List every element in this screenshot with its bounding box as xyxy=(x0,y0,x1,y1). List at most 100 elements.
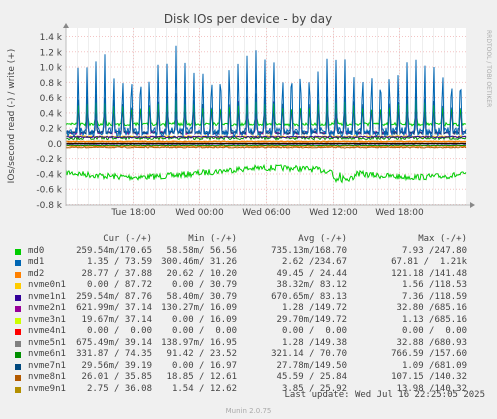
legend-cur-value: 2.75 / 36.08 xyxy=(86,383,152,394)
legend-swatch xyxy=(15,248,21,255)
legend-min-value: 18.85 / 12.61 xyxy=(166,372,237,382)
legend-swatch xyxy=(15,306,21,312)
legend-series-name: md2 xyxy=(28,268,45,279)
legend-max-value: 7.93 /247.80 xyxy=(401,245,467,256)
y-tick-label: 0.0 xyxy=(48,140,63,150)
legend-swatch xyxy=(15,329,21,335)
legend-avg-value: 321.14 / 70.70 xyxy=(271,349,347,359)
legend-swatch xyxy=(15,294,21,301)
x-tick-label: Wed 12:00 xyxy=(309,208,358,218)
legend-series-name: md1 xyxy=(28,257,45,267)
legend-min-value: 1.54 / 12.62 xyxy=(171,383,237,394)
legend-series-name: nvme0n1 xyxy=(28,280,66,290)
legend-row: md2 28.77 / 37.88 20.62 / 10.20 49.45 / 24.… xyxy=(0,269,497,281)
legend-series-name: nvme1n1 xyxy=(28,291,66,302)
legend-min-value: 58.40m/ 30.79 xyxy=(166,291,237,302)
legend-max-value: 13.98 /140.32 xyxy=(396,383,467,394)
legend-row: nvme9n1 2.75 / 36.08 1.54 / 12.62 3.85 / 25… xyxy=(0,384,497,396)
legend-cur-value: 1.35 / 73.59 xyxy=(86,257,152,267)
legend-series-name: nvme6n1 xyxy=(28,349,66,359)
legend-row: nvme6n1 331.87 / 74.35 91.42 / 23.52 321.14… xyxy=(0,349,497,361)
legend-row: nvme1n1 259.54m/ 87.76 58.40m/ 30.79 670.65… xyxy=(0,292,497,304)
y-tick-label: 0.6 k xyxy=(40,94,63,104)
legend-swatch xyxy=(15,271,21,278)
legend-avg-value: 735.13m/168.70 xyxy=(271,245,347,256)
series-line-nvme1n1 xyxy=(65,135,467,139)
axes xyxy=(63,23,475,208)
legend-header: Cur (-/+) Min (-/+) Avg (-/+) Max (-/+) xyxy=(0,234,497,246)
legend-header-cur: Cur (-/+) xyxy=(103,234,152,244)
legend-cur-value: 331.87 / 74.35 xyxy=(76,349,152,359)
y-axis-arrow xyxy=(63,23,69,28)
x-tick-label: Wed 06:00 xyxy=(242,208,291,218)
legend-max-value: 0.00 / 0.00 xyxy=(401,326,467,336)
series-line-md0-read xyxy=(65,163,467,184)
legend-avg-value: 27.78m/149.50 xyxy=(276,360,347,371)
legend-row: nvme0n1 0.00 / 87.72 0.00 / 30.79 38.32m/ 8… xyxy=(0,280,497,292)
legend-avg-value: 2.62 /234.67 xyxy=(281,257,347,267)
y-tick-label: 0.8 k xyxy=(40,79,63,89)
y-tick-label: 0.4 k xyxy=(40,109,63,119)
y-tick-label: -0.4 k xyxy=(36,170,62,180)
legend-max-value: 32.88 /680.93 xyxy=(396,337,467,348)
y-tick-label: -0.2 k xyxy=(36,155,62,165)
legend-avg-value: 45.59 / 25.84 xyxy=(276,372,347,382)
y-axis-label: IOs/second read (-) / write (+) xyxy=(7,49,17,184)
legend-row: nvme8n1 26.01 / 35.85 18.85 / 12.61 45.59 /… xyxy=(0,372,497,384)
legend-swatch xyxy=(15,375,21,381)
legend-cur-value: 26.01 / 35.85 xyxy=(81,372,152,382)
y-tick-label: 1.2 k xyxy=(40,48,63,58)
legend-header-min: Min (-/+) xyxy=(188,234,237,244)
legend-avg-value: 1.28 /149.72 xyxy=(281,303,347,313)
x-ticks: Tue 18:00 Wed 00:00 Wed 06:00 Wed 12:00 Wed … xyxy=(110,208,424,218)
legend-header-avg: Avg (-/+) xyxy=(298,234,347,244)
x-tick-label: Wed 00:00 xyxy=(175,208,224,218)
series-line-nvme6n1-read xyxy=(65,144,467,147)
legend-swatch xyxy=(15,386,21,393)
legend-max-value: 7.36 /118.59 xyxy=(401,291,467,302)
legend-max-value: 32.80 /685.16 xyxy=(396,303,467,313)
series-line-nvme8n1-read xyxy=(65,146,467,149)
legend-avg-value: 670.65m/ 83.13 xyxy=(271,291,347,302)
legend-series-name: nvme3n1 xyxy=(28,314,66,325)
legend-swatch xyxy=(15,283,21,289)
legend-min-value: 0.00 / 16.97 xyxy=(171,360,237,371)
legend-rows: md0 259.54m/170.65 58.58m/ 56.56 735.13m/16… xyxy=(0,246,497,396)
x-axis-arrow xyxy=(470,202,475,208)
legend-series-name: nvme2n1 xyxy=(28,303,66,313)
legend-cur-value: 0.00 / 87.72 xyxy=(86,280,152,290)
rrdtool-watermark: RRDTOOL / TOBI OETIKER xyxy=(485,30,492,107)
legend-max-value: 1.56 /118.53 xyxy=(401,280,467,290)
legend-max-value: 766.59 /157.60 xyxy=(391,349,467,359)
legend-min-value: 20.62 / 10.20 xyxy=(166,268,237,279)
legend-swatch xyxy=(15,260,21,266)
legend-avg-value: 38.32m/ 83.12 xyxy=(276,280,347,290)
munin-version: Munin 2.0.75 xyxy=(225,407,272,415)
legend-series-name: nvme8n1 xyxy=(28,372,66,382)
legend-row: nvme2n1 621.99m/ 37.14 130.27m/ 16.09 1.28 … xyxy=(0,303,497,315)
legend-min-value: 130.27m/ 16.09 xyxy=(161,303,237,313)
legend-series-name: nvme5n1 xyxy=(28,337,66,348)
y-tick-label: 0.2 k xyxy=(40,125,63,135)
legend-row: nvme3n1 19.67m/ 37.14 0.00 / 16.09 29.70m/1… xyxy=(0,315,497,327)
y-tick-label: -0.6 k xyxy=(36,186,62,196)
legend-max-value: 121.18 /141.48 xyxy=(391,268,467,279)
legend-max-value: 67.81 / 1.21k xyxy=(391,257,467,267)
legend: Cur (-/+) Min (-/+) Avg (-/+) Max (-/+) … xyxy=(0,234,497,395)
legend-series-name: nvme9n1 xyxy=(28,383,66,394)
legend-row: nvme5n1 675.49m/ 39.14 138.97m/ 16.95 1.28 … xyxy=(0,338,497,350)
x-tick-label: Tue 18:00 xyxy=(110,208,155,218)
chart-title: Disk IOs per device - by day xyxy=(164,12,332,26)
y-tick-label: -0.8 k xyxy=(36,201,62,211)
legend-cur-value: 621.99m/ 37.14 xyxy=(76,303,152,313)
legend-cur-value: 0.00 / 0.00 xyxy=(86,326,152,336)
legend-avg-value: 3.85 / 25.92 xyxy=(281,383,347,394)
legend-series-name: nvme7n1 xyxy=(28,360,66,371)
legend-swatch xyxy=(15,352,21,358)
legend-max-value: 1.09 /681.09 xyxy=(401,360,467,371)
legend-min-value: 58.58m/ 56.56 xyxy=(166,245,237,256)
legend-series-name: nvme4n1 xyxy=(28,326,66,336)
y-tick-label: 1.0 k xyxy=(40,64,63,74)
series-line-md1 xyxy=(65,45,467,138)
